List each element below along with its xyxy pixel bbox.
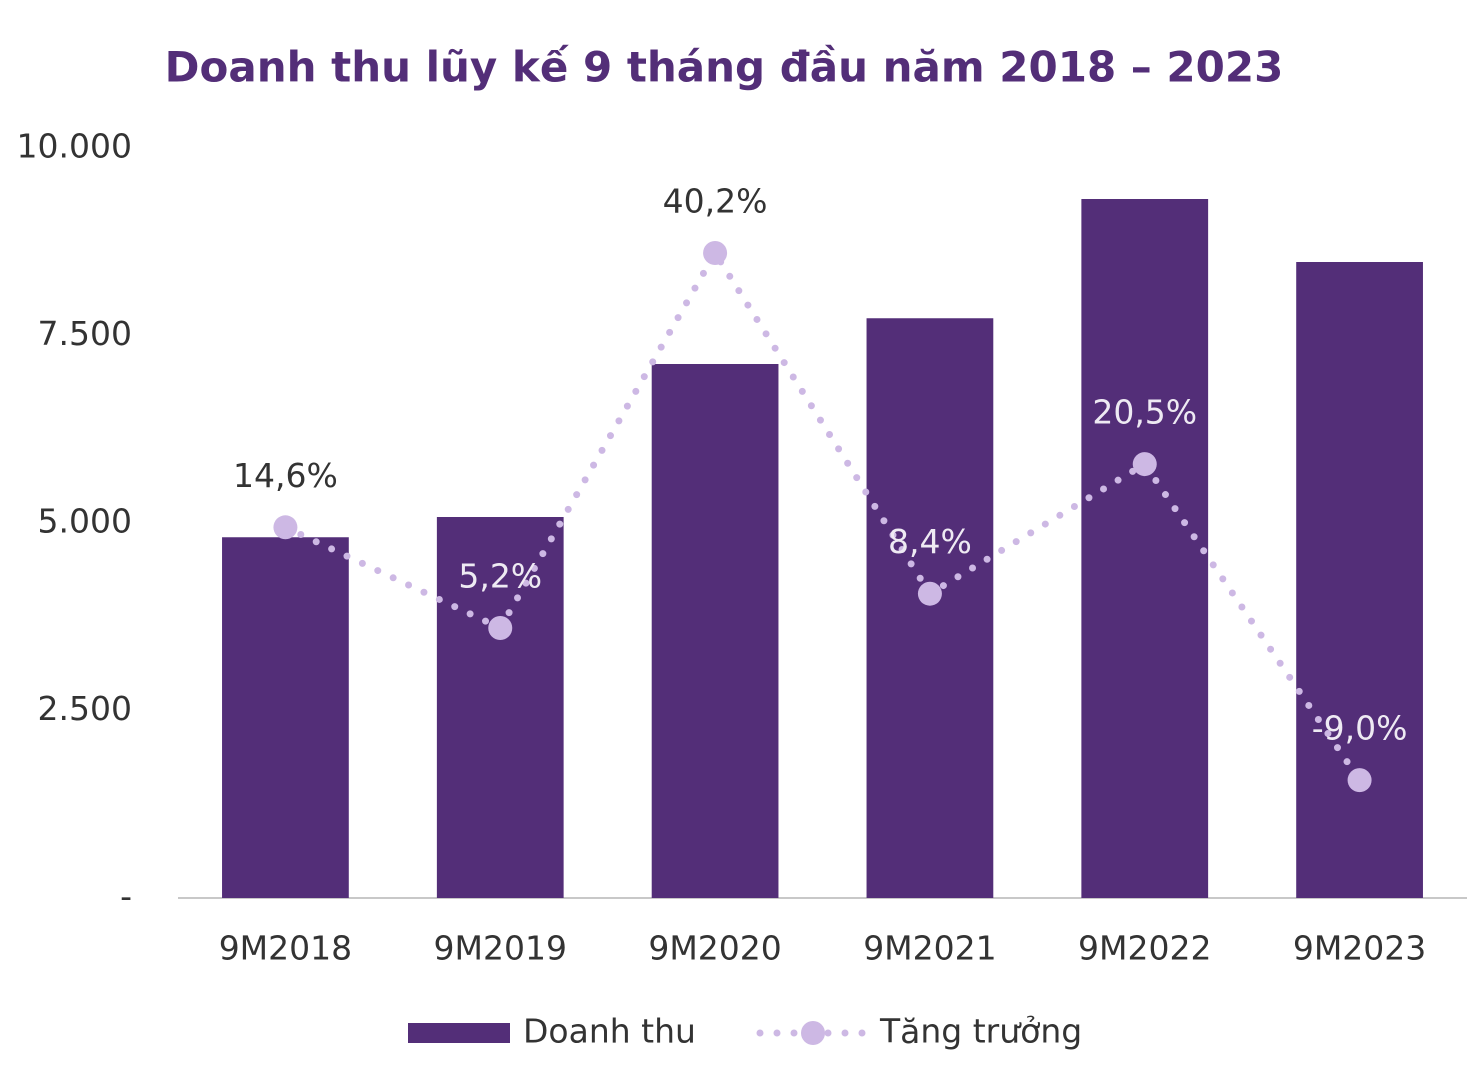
line-marker [1347, 768, 1372, 793]
legend-swatch [408, 1023, 510, 1043]
y-tick-label: 5.000 [38, 502, 132, 541]
data-label: 20,5% [1092, 393, 1197, 432]
line-marker [703, 241, 728, 265]
data-label: -9,0% [1312, 709, 1408, 748]
bar [866, 318, 994, 898]
line-marker [273, 515, 298, 540]
data-label: 40,2% [663, 182, 768, 221]
y-tick-label: 2.500 [38, 689, 132, 728]
x-tick-label: 9M2018 [219, 929, 352, 968]
data-label: 8,4% [888, 522, 972, 561]
line-marker [488, 616, 513, 640]
x-tick-label: 9M2019 [434, 929, 567, 968]
data-label: 14,6% [233, 456, 338, 495]
x-tick-label: 9M2022 [1078, 929, 1211, 968]
chart-title: Doanh thu lũy kế 9 tháng đầu năm 2018 – … [165, 43, 1284, 92]
x-tick-label: 9M2023 [1293, 929, 1426, 968]
line-marker [1132, 452, 1157, 477]
data-label: 5,2% [458, 557, 542, 596]
bar [436, 517, 564, 898]
bar [222, 537, 349, 898]
bar [1296, 262, 1423, 898]
legend-label: Tăng trưởng [879, 1012, 1082, 1051]
bar [651, 364, 779, 898]
bar [1081, 199, 1209, 898]
x-tick-label: 9M2020 [648, 929, 781, 968]
line-marker [917, 581, 942, 606]
legend-marker [801, 1021, 825, 1045]
y-tick-label: 10.000 [17, 127, 132, 166]
y-tick-label: - [120, 877, 132, 916]
legend-label: Doanh thu [523, 1012, 696, 1051]
x-tick-label: 9M2021 [863, 929, 996, 968]
y-tick-label: 7.500 [38, 314, 132, 353]
